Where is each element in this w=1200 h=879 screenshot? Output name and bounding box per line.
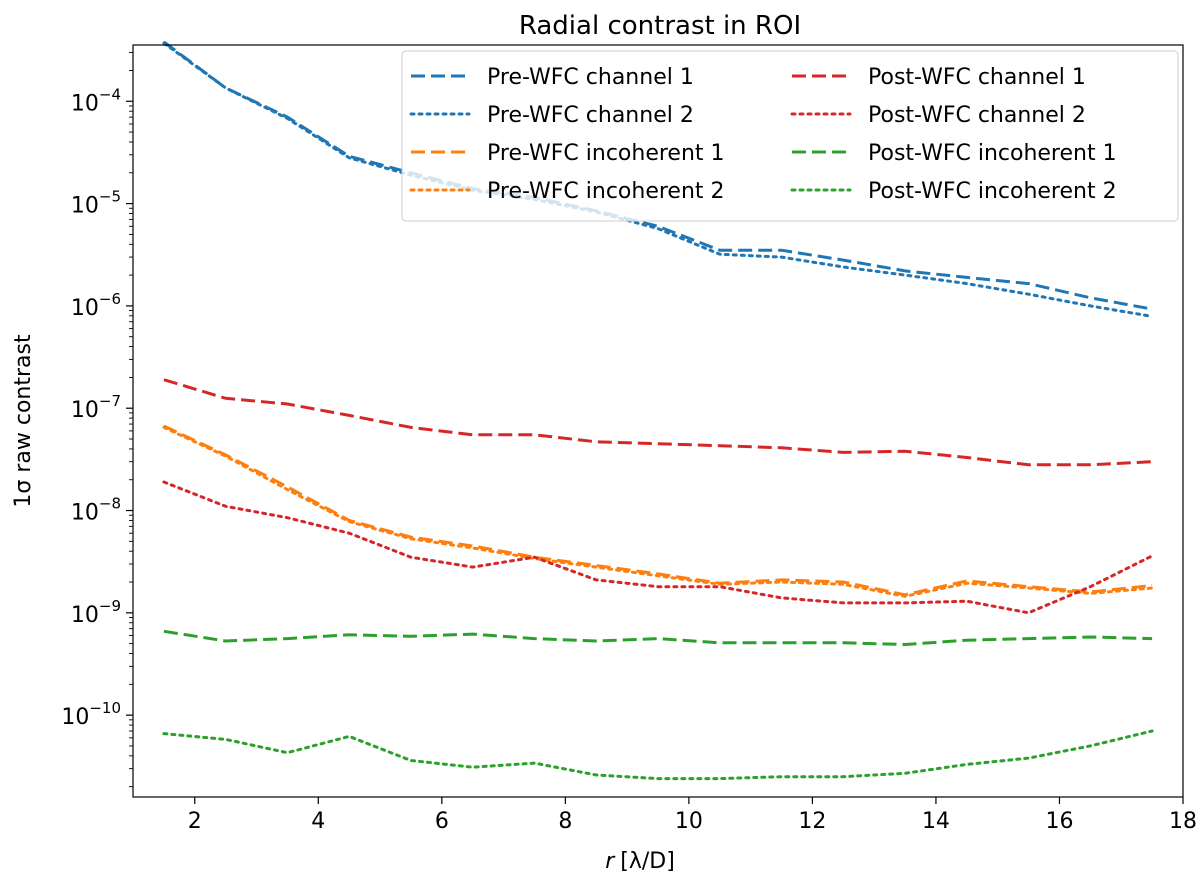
series-line-5	[163, 378, 1153, 467]
legend-item-4: Pre-WFC incoherent 2	[409, 179, 725, 204]
plot-frame	[132, 44, 1184, 798]
x-axis-label-var: r	[605, 849, 616, 874]
legend-item-8: Post-WFC incoherent 2	[790, 179, 1117, 204]
y-tick-label: 10−10	[61, 699, 121, 730]
series-line-3	[163, 424, 1153, 597]
series-layer	[162, 40, 1154, 781]
x-axis-label-unit: [λ/D]	[620, 849, 675, 874]
x-tick-label: 14	[922, 809, 950, 834]
legend-label: Post-WFC channel 2	[868, 103, 1086, 128]
y-axis: 10−10 10−9 10−8 10−7 10−6 10−5 10−4	[61, 52, 133, 788]
legend: Pre-WFC channel 1 Pre-WFC channel 2 Pre-WF…	[401, 50, 1179, 222]
legend-label: Pre-WFC channel 2	[487, 103, 694, 128]
legend-label: Post-WFC incoherent 2	[868, 179, 1117, 204]
y-tick-label: 10−7	[71, 392, 121, 423]
x-tick-label: 8	[558, 809, 572, 834]
legend-item-3: Pre-WFC incoherent 1	[411, 141, 725, 166]
chart-title: Radial contrast in ROI	[519, 11, 801, 41]
legend-label: Pre-WFC incoherent 1	[487, 141, 725, 166]
legend-item-7: Post-WFC incoherent 1	[792, 141, 1117, 166]
legend-item-5: Post-WFC channel 1	[792, 65, 1086, 90]
y-tick-label: 10−9	[71, 597, 121, 628]
legend-label: Pre-WFC incoherent 2	[487, 179, 725, 204]
x-tick-label: 10	[675, 809, 703, 834]
legend-label: Post-WFC incoherent 1	[868, 141, 1117, 166]
x-tick-label: 2	[188, 809, 202, 834]
legend-item-2: Pre-WFC channel 2	[409, 103, 694, 128]
y-tick-label: 10−6	[71, 290, 121, 321]
legend-label: Post-WFC channel 1	[868, 65, 1086, 90]
y-tick-label: 10−8	[71, 495, 121, 526]
x-axis-label: r [λ/D]	[605, 849, 675, 874]
x-tick-label: 6	[435, 809, 449, 834]
x-tick-label: 12	[798, 809, 826, 834]
y-tick-label: 10−5	[71, 188, 121, 219]
series-line-4	[162, 425, 1154, 598]
series-line-1	[163, 40, 1153, 311]
y-tick-label: 10−4	[71, 85, 121, 116]
x-tick-label: 4	[311, 809, 325, 834]
legend-box	[401, 50, 1179, 222]
x-tick-label: 16	[1045, 809, 1073, 834]
legend-item-6: Post-WFC channel 2	[790, 103, 1086, 128]
series-line-6	[162, 480, 1154, 615]
series-line-8	[162, 729, 1154, 781]
series-line-2	[162, 41, 1154, 318]
x-tick-label: 18	[1169, 809, 1197, 834]
legend-item-1: Pre-WFC channel 1	[411, 65, 694, 90]
x-axis: 2 4 6 8 10 12 14 16 18	[188, 797, 1197, 834]
series-line-7	[163, 629, 1153, 647]
y-axis-label: 1σ raw contrast	[11, 334, 36, 508]
legend-label: Pre-WFC channel 1	[487, 65, 694, 90]
